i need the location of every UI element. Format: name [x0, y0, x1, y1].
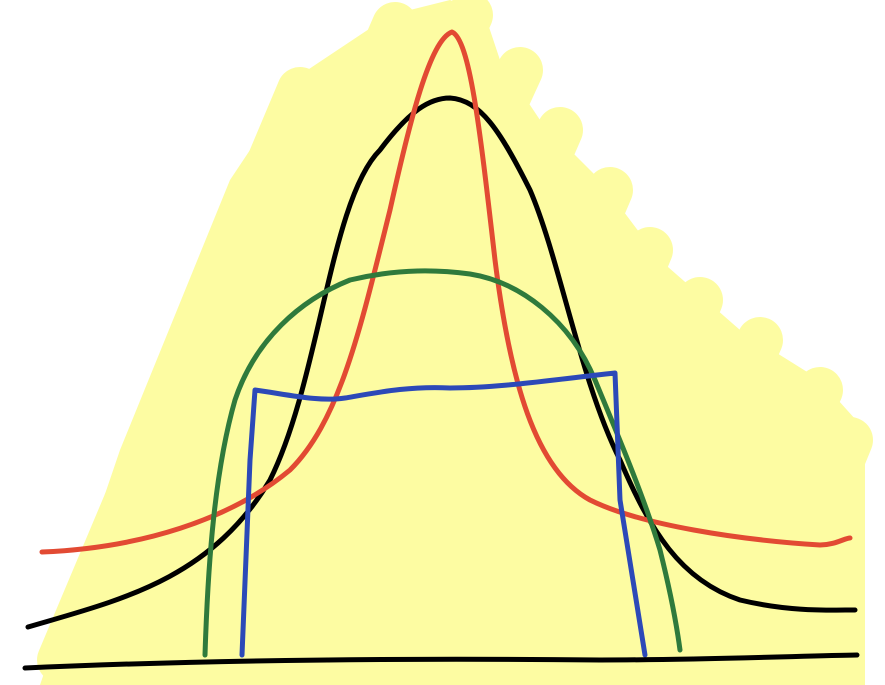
highlight-scribble-strokes: [37, 0, 873, 683]
blue-box-curve: [239, 370, 648, 658]
baseline-axis: [22, 652, 860, 671]
red-peaked-curve: [39, 29, 853, 555]
green-dome-curve: [202, 268, 683, 658]
